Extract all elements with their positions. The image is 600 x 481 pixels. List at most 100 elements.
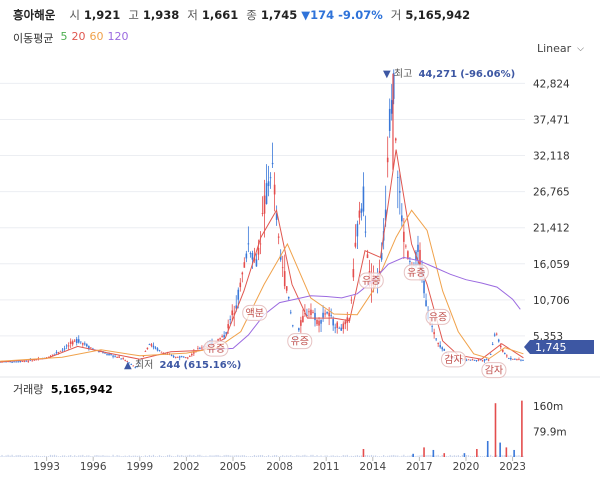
candle-body (132, 365, 135, 367)
candle-body (51, 354, 54, 356)
candle-body (475, 359, 478, 361)
volume-bar (96, 455, 98, 457)
annotation-bg (441, 351, 467, 368)
candle-body (318, 320, 320, 326)
candle-body (273, 184, 276, 195)
volume-bar (181, 455, 183, 457)
volume-bar (61, 455, 64, 457)
candle-body (146, 347, 149, 350)
volume-bar (185, 455, 187, 457)
volume-bar (342, 455, 344, 457)
annotation-badge: 유증 (203, 340, 229, 357)
high-value: 1,938 (142, 8, 180, 22)
candle-body (53, 353, 56, 355)
volume-bar (278, 456, 280, 457)
volume-value: 5,165,942 (51, 383, 113, 396)
candle-body (380, 252, 383, 260)
volume-bar (276, 455, 278, 457)
volume-bar (17, 455, 19, 457)
volume-bar (199, 454, 201, 457)
candle-body (138, 362, 141, 364)
candle-body (356, 223, 359, 237)
volume-bar (409, 455, 411, 457)
volume-bar (166, 455, 169, 457)
candle-body (310, 309, 312, 315)
candle-body (358, 210, 361, 218)
candle-body (59, 350, 62, 352)
volume-spike (463, 453, 466, 457)
time-tick-label: 2014 (359, 461, 386, 473)
volume-bar (492, 456, 494, 457)
annotation-badge: 감자 (481, 362, 507, 379)
volume-bar (9, 455, 11, 457)
volume-bar (239, 455, 241, 457)
candle-body (104, 352, 106, 354)
volume-bar (122, 456, 124, 457)
volume-bar (265, 456, 268, 457)
volume-bar (225, 454, 227, 457)
candle-body (328, 312, 330, 317)
volume-bar (292, 455, 294, 457)
volume-bar (516, 455, 518, 457)
volume-bar (385, 456, 387, 457)
candle-body (285, 286, 288, 291)
candle-body (148, 344, 151, 346)
scale-selector[interactable]: Linear ⌵ (537, 42, 584, 55)
low-value: 1,661 (201, 8, 239, 22)
volume-bar (148, 455, 151, 457)
volume-bar (473, 455, 476, 457)
candle-body (199, 348, 201, 349)
volume-bar (502, 455, 504, 457)
candle-body (390, 100, 393, 114)
volume-bar (160, 455, 163, 457)
open-value: 1,921 (83, 8, 121, 22)
volume-bar (508, 455, 510, 457)
time-tick-label: 2023 (499, 461, 526, 473)
volume-bar (59, 456, 62, 457)
volume-bar (306, 455, 308, 457)
candle-body (265, 183, 268, 204)
volume-bar (217, 454, 219, 457)
volume-bar (269, 456, 272, 457)
volume-bar (364, 455, 367, 457)
volume-bar (45, 455, 48, 457)
volume-bar (407, 455, 409, 457)
time-tick-label: 2002 (173, 461, 200, 473)
max-marker-value: 44,271 (418, 69, 457, 80)
volume-bar (284, 455, 286, 457)
volume-bar (102, 455, 104, 457)
candle-body (437, 342, 439, 344)
volume-bar (298, 455, 300, 457)
ma-60-legend: 60 (89, 30, 104, 43)
volume-bar (324, 455, 326, 457)
volume-bar (425, 455, 427, 457)
candle-body (277, 236, 280, 238)
volume-bar (300, 455, 302, 457)
volume-bar (421, 454, 423, 457)
candle-body (134, 367, 137, 369)
candle-body (489, 354, 492, 355)
volume-spike (362, 448, 365, 457)
candle-body (231, 310, 234, 316)
volume-bar (128, 455, 130, 457)
volume-label: 거래량 (13, 383, 43, 396)
price-tick-label: 37,471 (533, 114, 570, 126)
candle-body (67, 345, 70, 347)
annotation-label: 유증 (291, 336, 309, 348)
volume-bar (144, 455, 146, 457)
candle-body (15, 361, 17, 363)
volume-bar (126, 456, 128, 457)
volume-bar (397, 455, 399, 457)
candle-body (271, 162, 274, 165)
candle-body (342, 323, 345, 330)
volume-bar (340, 456, 342, 457)
candle-body (184, 357, 187, 359)
max-price-marker: ▼ 최고 44,271 (-96.06%) (383, 68, 515, 80)
volume-title: 거래량 5,165,942 (13, 383, 113, 396)
volume-bar (370, 454, 373, 457)
candle-body (84, 343, 86, 345)
moving-average-legend[interactable]: 이동평균 5 20 60 120 (13, 30, 128, 46)
volume-spike (521, 400, 523, 457)
